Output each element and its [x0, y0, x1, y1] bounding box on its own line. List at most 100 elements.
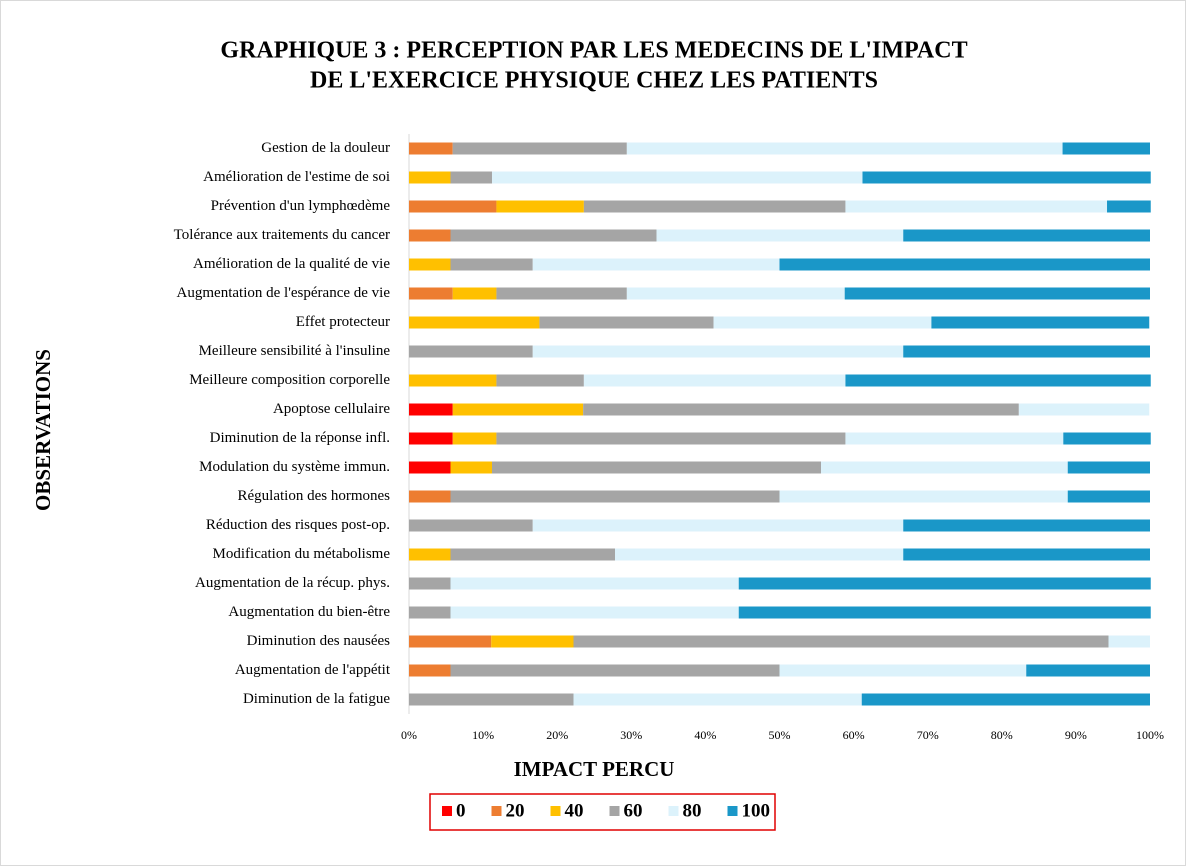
bar-segment	[409, 461, 451, 474]
y-tick-label: Amélioration de la qualité de vie	[193, 256, 390, 272]
bar-segment	[491, 635, 574, 648]
bar-segment	[409, 664, 451, 677]
legend-label: 0	[456, 800, 466, 821]
legend-swatch	[442, 806, 452, 816]
y-tick-label: Augmentation de l'espérance de vie	[177, 285, 391, 301]
y-tick-label: Prévention d'un lymphœdème	[211, 198, 391, 214]
x-tick-label: 50%	[769, 728, 791, 742]
y-tick-label: Modification du métabolisme	[213, 546, 391, 562]
bar-segment	[738, 606, 1151, 619]
bar-segment	[450, 171, 492, 184]
bar-segment	[452, 432, 497, 445]
bar-segment	[1062, 142, 1150, 155]
legend-box	[429, 793, 776, 831]
x-tick-label: 80%	[991, 728, 1013, 742]
bar-segment	[409, 577, 451, 590]
bar-segment	[861, 693, 1150, 706]
y-tick-label: Amélioration de l'estime de soi	[203, 169, 390, 185]
x-tick-label: 40%	[694, 728, 716, 742]
bar-segment	[409, 229, 451, 242]
legend-swatch	[491, 806, 502, 816]
y-tick-label: Réduction des risques post-op.	[206, 517, 390, 533]
bar-segment	[626, 287, 845, 300]
x-tick-label: 70%	[917, 728, 939, 742]
bar-segment	[532, 258, 780, 271]
bar-segment	[903, 519, 1150, 532]
x-tick-label: 0%	[401, 728, 417, 742]
x-tick-label: 30%	[620, 728, 642, 742]
x-tick-label: 100%	[1136, 728, 1164, 742]
x-tick-label: 20%	[546, 728, 568, 742]
legend-label: 20	[506, 800, 525, 821]
bar-segment	[452, 287, 497, 300]
y-tick-label: Meilleure sensibilité à l'insuline	[199, 343, 391, 359]
y-tick-label: Effet protecteur	[296, 314, 390, 330]
bar-segment	[409, 403, 453, 416]
bar-segment	[583, 403, 1019, 416]
bar-segment	[409, 693, 574, 706]
y-tick-label: Apoptose cellulaire	[273, 401, 390, 417]
chart-title: GRAPHIQUE 3 : PERCEPTION PAR LES MEDECIN…	[220, 38, 967, 64]
bar-segment	[738, 577, 1151, 590]
bar-segment	[1026, 664, 1150, 677]
y-tick-label: Gestion de la douleur	[261, 140, 390, 156]
bar-segment	[409, 287, 453, 300]
bar-segment	[573, 693, 862, 706]
chart-title: DE L'EXERCICE PHYSIQUE CHEZ LES PATIENTS	[310, 68, 878, 94]
bar-segment	[496, 287, 627, 300]
legend-label: 100	[742, 800, 771, 821]
bar-segment	[713, 316, 932, 329]
bar-segment	[1018, 403, 1150, 416]
bar-segment	[409, 200, 497, 213]
bar-segment	[1107, 200, 1151, 213]
bar-segment	[583, 200, 846, 213]
bar-segment	[450, 258, 533, 271]
bar-segment	[409, 490, 451, 503]
bar-segment	[1108, 635, 1150, 648]
bar-segment	[409, 548, 451, 561]
bar-segment	[452, 142, 627, 155]
y-tick-label: Régulation des hormones	[238, 488, 391, 504]
legend-label: 40	[565, 800, 584, 821]
bar-segment	[903, 345, 1150, 358]
bar-segment	[845, 432, 1064, 445]
bar-segment	[409, 345, 533, 358]
bar-segment	[573, 635, 1109, 648]
bar-segment	[903, 229, 1150, 242]
bar-segment	[844, 287, 1150, 300]
x-tick-label: 90%	[1065, 728, 1087, 742]
bar-segment	[491, 461, 821, 474]
y-tick-label: Augmentation de la récup. phys.	[195, 575, 390, 591]
x-tick-label: 60%	[843, 728, 865, 742]
bar-segment	[656, 229, 904, 242]
legend-label: 60	[624, 800, 643, 821]
legend-swatch	[668, 806, 679, 816]
bar-segment	[532, 519, 904, 532]
bar-segment	[820, 461, 1068, 474]
bar-segment	[450, 664, 780, 677]
x-axis-label: IMPACT PERCU	[514, 757, 675, 781]
x-tick-label: 10%	[472, 728, 494, 742]
bar-segment	[626, 142, 1063, 155]
y-tick-label: Modulation du système immun.	[199, 459, 390, 475]
legend-swatch	[727, 806, 738, 816]
bar-segment	[862, 171, 1151, 184]
bar-segment	[450, 229, 657, 242]
legend-swatch	[550, 806, 561, 816]
bar-segment	[450, 606, 739, 619]
bar-segment	[779, 258, 1150, 271]
bar-segment	[409, 635, 492, 648]
bar-segment	[409, 258, 451, 271]
bar-segment	[845, 374, 1151, 387]
bar-segment	[450, 490, 780, 503]
bar-segment	[496, 432, 846, 445]
bar-segment	[845, 200, 1108, 213]
bar-segment	[409, 432, 453, 445]
y-tick-label: Augmentation du bien-être	[228, 604, 390, 620]
legend-label: 80	[683, 800, 702, 821]
bar-segment	[583, 374, 846, 387]
bar-segment	[409, 374, 497, 387]
legend-swatch	[609, 806, 620, 816]
bar-segment	[496, 374, 584, 387]
